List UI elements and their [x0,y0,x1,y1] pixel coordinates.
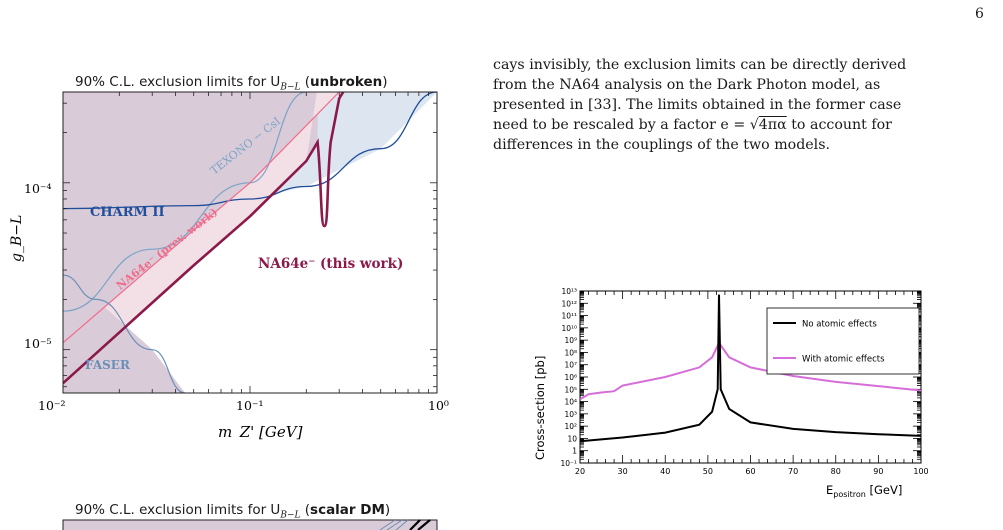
y-tick-labels: 10⁻¹ 1 10 10² 10³ 10⁴ 10⁵ 10⁶ 10⁷ 10⁸ 10⁹ 10¹⁰ 10¹¹ 1… [560,287,577,468]
x-tick-label: 80 [831,467,841,476]
this-work-label: NA64e⁻ (this work) [258,256,403,272]
x-tick-label: 10⁻¹ [236,398,264,413]
charm-label: CHARM II [90,205,165,220]
text-fragment: need to be rescaled by a factor e = [493,117,750,133]
title-text: ( [300,74,311,90]
y-tick-label: 10⁻⁴ [24,181,52,196]
page-number: 6 [975,6,984,22]
prev-work-line [63,92,340,344]
y-tick-label: 10³ [564,410,577,419]
faser-excluded-region [63,275,186,393]
texono-line [63,92,307,312]
y-tick-label: 10¹³ [561,287,577,296]
figure1-title: 90% C.L. exclusion limits for UB−L (unbr… [75,74,388,93]
x-tick-label: 30 [618,467,628,476]
title-text: 90% C.L. exclusion limits for U [75,74,281,90]
x-tick-label: 10⁰ [428,398,449,413]
title-text: ) [382,74,388,90]
charm-line [63,92,437,210]
title-subscript: B−L [280,82,301,93]
axis-ticks [62,92,437,393]
sqrt-sign: √ [749,117,759,133]
sqrt-arg: 4πα [758,117,787,133]
x-tick-labels: 20 30 40 50 60 70 80 90 100 [575,467,929,476]
figure2-chart-partial [62,519,438,530]
title-subscript: B−L [280,510,301,521]
text-line: presented in [33]. The limits obtained i… [493,97,902,113]
y-tick-label: 10² [564,422,577,431]
text-fragment: to account for [786,117,892,133]
y-tick-label: 10⁴ [564,398,577,407]
y-tick-label: 1 [572,447,577,456]
title-text: ) [384,502,391,518]
legend-label-with-atomic: With atomic effects [802,355,885,365]
y-tick-label: 10¹⁰ [561,324,577,333]
y-tick-label: 10⁸ [564,348,577,357]
y-tick-label: 10⁶ [564,373,577,382]
text-line: need to be rescaled by a factor e = √4πα… [493,115,991,135]
text-line: cays invisibly, the exclusion limits can… [493,57,907,73]
x-tick-label: 60 [745,467,755,476]
body-paragraph: cays invisibly, the exclusion limits can… [493,55,991,155]
x-axis-title-unit: [GeV] [866,483,902,497]
no-atomic-effects-line [580,294,921,443]
figure2-title: 90% C.L. exclusion limits for UB−L (scal… [75,502,390,521]
x-tick-label: 90 [873,467,883,476]
x-tick-label: 40 [660,467,670,476]
y-tick-label: 10⁹ [564,336,577,345]
y-tick-label: 10 [567,434,577,443]
y-tick-label: 10⁻⁵ [24,336,52,351]
title-text: 90% C.L. exclusion limits for U [75,502,281,518]
legend-label-no-atomic: No atomic effects [802,320,877,330]
with-atomic-effects-line [580,340,921,401]
this-work-line [409,519,431,530]
y-tick-label: 10¹² [561,299,577,308]
y-tick-label: 10⁻¹ [560,459,577,468]
plot-area-top [62,519,438,530]
y-tick-label: 10⁷ [564,361,577,370]
this-work-line [63,92,345,385]
x-axis-title-sub: positron [833,490,866,499]
x-axis-title: m_Z' [GeV] [218,423,303,440]
title-bold: scalar DM [310,502,385,518]
axis-ticks [579,291,922,464]
y-axis-title: g_B−L [9,215,25,262]
prev-excluded-region [63,92,340,384]
x-tick-label: 70 [788,467,798,476]
plot-area [63,92,437,393]
y-tick-label: 10¹¹ [561,312,577,321]
x-tick-label: 10⁻² [38,398,66,413]
y-tick-label: 10⁵ [564,385,577,394]
title-bold: unbroken [310,74,383,90]
limit-lines [379,519,409,530]
y-axis-title: Cross-section [pb] [533,356,547,460]
legend-box [766,307,920,375]
figure1-chart: CHARM II TEXONO − CsI NA64e⁻ (prev. work… [9,91,449,440]
x-tick-label: 100 [913,467,928,476]
faser-label: FASER [85,358,131,372]
x-axis-title: Epositron [GeV] [826,483,902,499]
x-tick-label: 50 [703,467,713,476]
text-line: differences in the couplings of the two … [493,137,831,153]
x-tick-label: 20 [575,467,585,476]
cross-section-chart: 10⁻¹ 1 10 10² 10³ 10⁴ 10⁵ 10⁶ 10⁷ 10⁸ 10⁹ 10¹⁰ 10¹¹ 1… [533,287,929,499]
title-text: ( [300,502,311,518]
text-line: from the NA64 analysis on the Dark Photo… [493,77,881,93]
